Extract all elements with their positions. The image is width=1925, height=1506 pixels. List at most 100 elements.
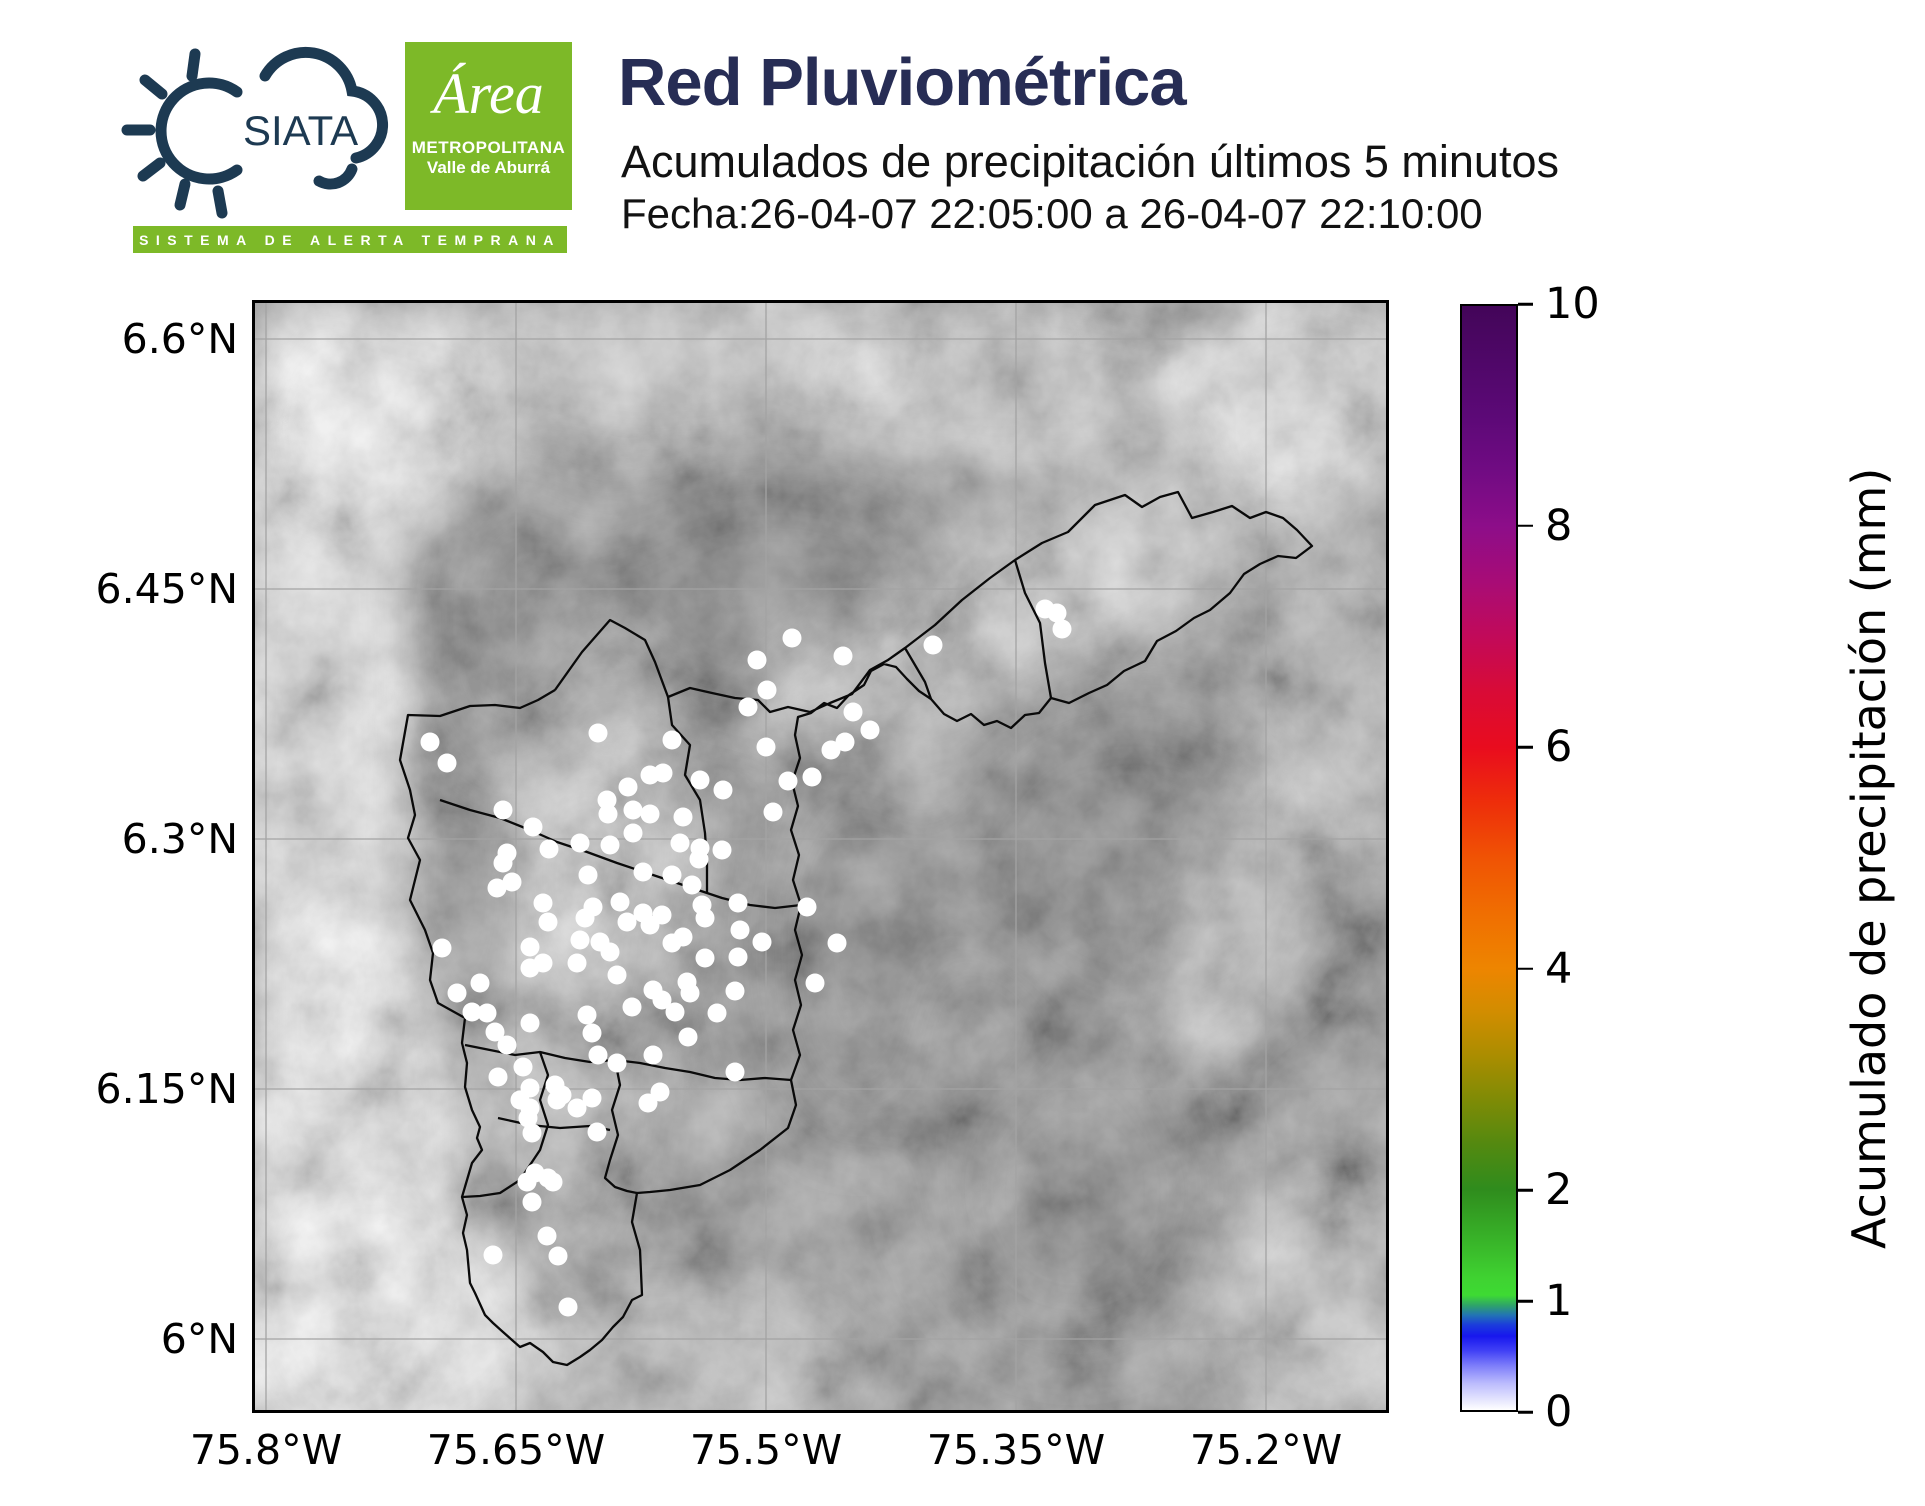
station-dot <box>607 965 627 985</box>
station-dot <box>437 753 457 773</box>
station-dot <box>447 983 467 1003</box>
station-dot <box>485 1022 505 1042</box>
boundary-line <box>461 1051 550 1199</box>
colorbar-tick <box>1518 1189 1533 1192</box>
colorbar-tick-label: 6 <box>1545 722 1573 773</box>
station-dot <box>502 872 522 892</box>
station-dot <box>522 1123 542 1143</box>
station-dot <box>662 865 682 885</box>
station-dot <box>567 1098 587 1118</box>
station-dot <box>578 865 598 885</box>
area-metropolitana-logo: Área METROPOLITANA Valle de Aburrá <box>405 42 572 210</box>
station-dot <box>523 817 543 837</box>
y-tick-label: 6°N <box>160 1315 238 1363</box>
x-tick-label: 75.5°W <box>689 1426 843 1474</box>
x-tick-label: 75.8°W <box>189 1426 343 1474</box>
station-dot <box>843 702 863 722</box>
station-dot <box>695 948 715 968</box>
station-dot <box>533 953 553 973</box>
station-dot <box>539 839 559 859</box>
colorbar-tick <box>1518 524 1533 527</box>
station-dot <box>470 973 490 993</box>
colorbar <box>1460 304 1518 1412</box>
station-dot <box>567 953 587 973</box>
station-dot <box>533 893 553 913</box>
station-dot <box>827 933 847 953</box>
station-dot <box>680 983 700 1003</box>
station-dot <box>587 1122 607 1142</box>
station-dot <box>728 947 748 967</box>
colorbar-tick-label: 8 <box>1545 500 1573 551</box>
station-dot <box>860 720 880 740</box>
station-dot <box>650 1082 670 1102</box>
sun-cloud-icon: SIATA <box>121 46 388 219</box>
station-dot <box>662 730 682 750</box>
station-dot <box>610 892 630 912</box>
boundary-line <box>1013 559 1053 699</box>
station-dot <box>653 763 673 783</box>
station-dot <box>833 646 853 666</box>
station-dot <box>623 800 643 820</box>
map-svg <box>255 303 1386 1410</box>
station-dot <box>623 823 643 843</box>
boundary-line <box>603 1059 638 1195</box>
station-dot <box>1047 603 1067 623</box>
y-tick-label: 6.3°N <box>121 815 238 863</box>
station-dot <box>640 804 660 824</box>
station-dot <box>607 1053 627 1073</box>
station-dot <box>597 790 617 810</box>
station-dot <box>673 807 693 827</box>
x-tick-label: 75.65°W <box>426 1426 606 1474</box>
station-dot <box>570 930 590 950</box>
station-dot <box>522 1192 542 1212</box>
station-dot <box>756 737 776 757</box>
station-dot <box>582 1023 602 1043</box>
colorbar-tick-label: 0 <box>1545 1387 1573 1437</box>
station-dot <box>558 1297 578 1317</box>
station-dot <box>728 893 748 913</box>
station-dot <box>538 912 558 932</box>
station-dot <box>483 1245 503 1265</box>
colorbar-tick <box>1518 745 1533 749</box>
station-dot <box>682 875 702 895</box>
station-dot <box>497 1035 517 1055</box>
station-dot <box>462 1002 482 1022</box>
station-dot <box>493 800 513 820</box>
station-dot <box>420 732 440 752</box>
station-dot <box>695 908 715 928</box>
colorbar-tick-label: 4 <box>1545 943 1573 994</box>
station-dots-layer <box>420 599 1072 1317</box>
station-dot <box>575 908 595 928</box>
station-dot <box>518 1108 538 1128</box>
station-dot <box>738 697 758 717</box>
colorbar-tick <box>1518 302 1533 306</box>
station-dot <box>802 767 822 787</box>
station-dot <box>652 990 672 1010</box>
station-dot <box>517 1172 537 1192</box>
station-dot <box>543 1172 563 1192</box>
station-dot <box>805 973 825 993</box>
station-dot <box>600 942 620 962</box>
colorbar-tick <box>1518 1410 1533 1414</box>
colorbar-tick-label: 1 <box>1545 1276 1573 1327</box>
station-dot <box>690 770 710 790</box>
station-dot <box>547 1090 567 1110</box>
station-dot <box>778 771 798 791</box>
boundary-line <box>904 647 933 700</box>
station-dot <box>520 937 540 957</box>
terrain-layer <box>255 303 1386 1410</box>
station-dot <box>493 853 513 873</box>
station-dot <box>673 927 693 947</box>
station-dot <box>577 1005 597 1025</box>
y-tick-label: 6.45°N <box>95 565 238 613</box>
station-dot <box>713 780 733 800</box>
station-dot <box>730 920 750 940</box>
date-line: Fecha:26-04-07 22:05:00 a 26-04-07 22:10… <box>621 190 1483 237</box>
area-logo-line3: Valle de Aburrá <box>426 158 551 177</box>
colorbar-axis-label: Acumulado de precipitación (mm) <box>1842 467 1896 1249</box>
station-dot <box>487 878 507 898</box>
station-dot <box>643 1045 663 1065</box>
siata-logo-text: SIATA <box>243 107 358 154</box>
station-dot <box>1052 619 1072 639</box>
alert-banner: SISTEMA DE ALERTA TEMPRANA <box>133 226 567 253</box>
